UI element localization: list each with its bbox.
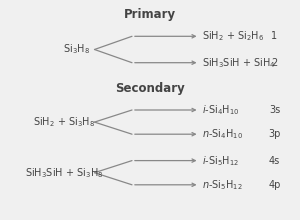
Text: SiH$_2$ + Si$_3$H$_8$: SiH$_2$ + Si$_3$H$_8$: [33, 115, 96, 129]
Text: 2: 2: [272, 58, 278, 68]
Text: $n$-Si$_5$H$_{12}$: $n$-Si$_5$H$_{12}$: [202, 178, 243, 192]
Text: $n$-Si$_4$H$_{10}$: $n$-Si$_4$H$_{10}$: [202, 127, 244, 141]
Text: $i$-Si$_5$H$_{12}$: $i$-Si$_5$H$_{12}$: [202, 154, 240, 167]
Text: 4s: 4s: [269, 156, 280, 166]
Text: 4p: 4p: [268, 180, 281, 190]
Text: $i$-Si$_4$H$_{10}$: $i$-Si$_4$H$_{10}$: [202, 103, 240, 117]
Text: 1: 1: [272, 31, 278, 41]
Text: Si$_3$H$_8$: Si$_3$H$_8$: [63, 43, 90, 56]
Text: Primary: Primary: [124, 8, 176, 21]
Text: SiH$_2$ + Si$_2$H$_6$: SiH$_2$ + Si$_2$H$_6$: [202, 29, 265, 43]
Text: Secondary: Secondary: [115, 81, 185, 95]
Text: SiH$_3$SiH + Si$_3$H$_8$: SiH$_3$SiH + Si$_3$H$_8$: [25, 166, 104, 180]
Text: 3p: 3p: [268, 129, 281, 139]
Text: SiH$_3$SiH + SiH$_4$: SiH$_3$SiH + SiH$_4$: [202, 56, 276, 70]
Text: 3s: 3s: [269, 105, 280, 115]
